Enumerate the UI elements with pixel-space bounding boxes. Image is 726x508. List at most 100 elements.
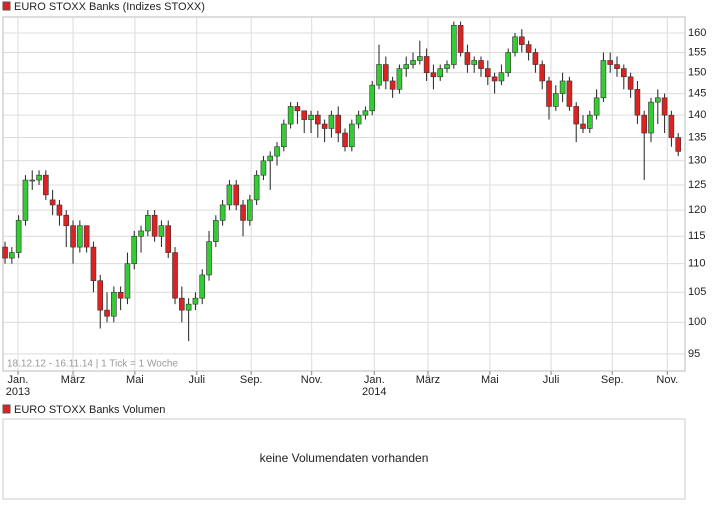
candle-body [97,280,104,311]
candle-body [648,101,654,134]
x-tick-label: Nov. [301,374,323,386]
x-tick-label: März [416,374,440,386]
x-tick-label: Mai [481,374,499,386]
candle-body [117,291,124,299]
candle-body [376,64,382,86]
candle-body [9,252,15,259]
candle-body [437,68,444,78]
candle-body [525,44,532,53]
candle-body [573,106,580,125]
candle-body [342,132,348,148]
candle-body [49,199,56,206]
candle-body [165,225,172,253]
candle-body [355,114,362,125]
y-tick-label: 105 [688,286,706,298]
y-tick-label: 115 [688,230,706,242]
x-tick-label: Juli [189,374,206,386]
candle-body [471,60,478,65]
x-tick-label: Sep. [240,374,263,386]
legend-swatch [2,404,11,414]
candle-body [219,204,226,221]
candle-body [614,64,620,69]
x-tick-label: Mai [126,374,144,386]
candle-body [274,146,280,157]
candle-body [104,309,110,317]
candle-body [328,114,335,129]
candle-body [77,225,83,248]
y-tick-label: 160 [688,27,706,39]
candle-body [621,68,627,78]
candle-body [491,76,498,82]
candle-body [389,80,396,90]
footnote: 18.12.12 - 16.11.14 | 1 Tick = 1 Woche [7,359,178,370]
candle-body [349,123,355,148]
y-tick-label: 100 [688,316,706,328]
candle-body [430,72,437,78]
candle-body [423,56,430,73]
candle-body [546,80,552,107]
y-tick-label: 155 [688,46,706,58]
x-tick-label: Jan. [8,374,29,386]
candle-body [206,241,212,276]
candle-body [512,36,518,53]
candle-body [335,114,342,134]
candle-body [655,97,661,103]
volume-title: EURO STOXX Banks Volumen [14,404,165,416]
x-tick-label: März [61,374,85,386]
candle-body [321,123,328,129]
candle-body [260,160,267,176]
candle-body [151,214,158,237]
candle-body [464,52,471,65]
x-year-label: 2014 [362,386,386,398]
y-tick-label: 130 [688,155,706,167]
candle-body [457,25,464,53]
candle-body [580,123,586,129]
candle-body [36,174,42,181]
candle-body [56,204,63,216]
candle-body [247,199,253,221]
candle-body [451,25,457,65]
candle-body [22,179,29,221]
candle-body [43,174,49,196]
x-tick-label: Nov. [656,374,678,386]
candle-body [281,123,287,148]
candle-body [185,303,192,311]
candle-body [233,184,240,206]
plot-area [2,16,686,372]
candle-body [593,97,600,116]
volume-message: keine Volumendaten vorhanden [260,451,429,465]
y-tick-label: 145 [688,87,706,99]
candle-body [213,220,219,242]
candle-body [410,60,416,65]
y-tick-label: 140 [688,109,706,121]
candle-body [226,184,233,206]
candle-body [539,64,546,82]
candle-body [607,60,614,65]
candle-body [192,297,199,305]
y-tick-label: 125 [688,179,706,191]
candle-body [70,225,76,248]
candle-body [111,291,117,317]
candle-body [301,110,308,120]
candle-body [124,263,131,299]
candle-body [634,89,641,116]
candle-body [83,225,90,248]
candle-body [199,274,206,299]
candle-body [661,97,668,116]
candle-body [566,80,573,107]
candle-body [478,60,484,69]
candle-body [417,56,423,61]
x-tick-label: Sep. [601,374,624,386]
candle-body [29,179,36,182]
x-tick-label: Juli [543,374,560,386]
legend-swatch [2,1,11,11]
candle-body [308,114,314,120]
candle-body [240,204,246,221]
candle-body [267,155,274,162]
candle-body [172,252,178,299]
legend-label: EURO STOXX Banks (Indizes STOXX) [14,1,205,13]
volume-panel [2,418,686,500]
y-tick-label: 135 [688,131,706,143]
candle-body [641,114,648,134]
